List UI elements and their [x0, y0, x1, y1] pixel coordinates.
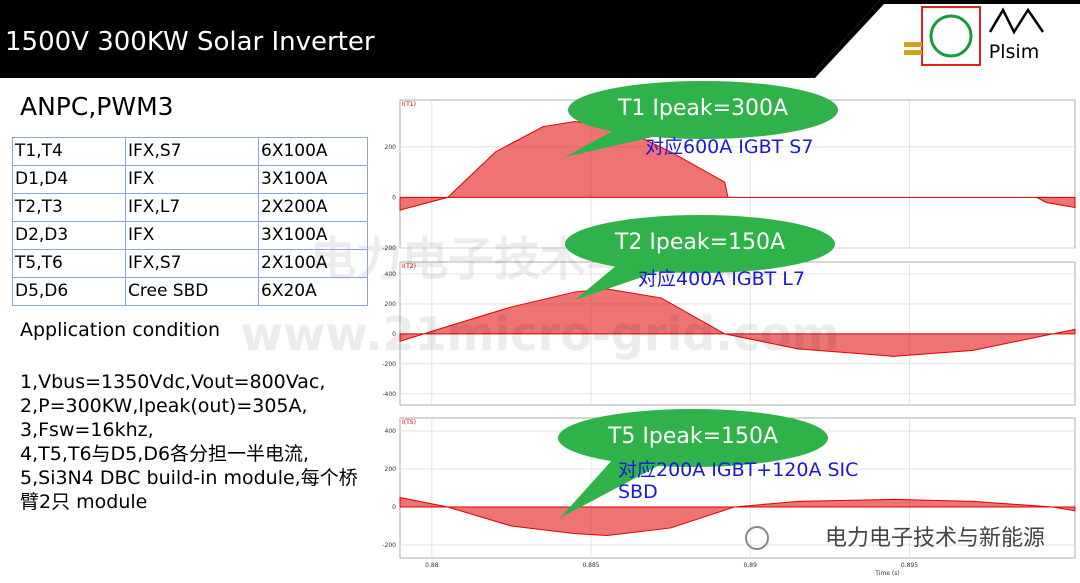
y-tick-label: -200	[382, 245, 396, 252]
waveform	[399, 288, 1076, 357]
y-tick-label: 400	[385, 428, 397, 435]
x-tick-label: 0.895	[901, 562, 918, 569]
y-tick-label: 400	[385, 271, 397, 278]
app-heading: Application condition	[20, 319, 221, 341]
table-row: D2,D3 IFX 3X100A	[12, 221, 368, 250]
callout-bubble	[568, 81, 838, 139]
table-cell: D1,D4	[12, 165, 126, 194]
waveform	[399, 120, 1076, 211]
table-row: T2,T3 IFX,L7 2X200A	[12, 193, 368, 222]
app-line: 2,P=300KW,Ipeak(out)=305A,	[20, 395, 308, 417]
callout-text: T5 Ipeak=150A	[607, 424, 779, 449]
table-cell: 3X100A	[258, 165, 368, 194]
table-cell: IFX	[125, 165, 259, 194]
plot-title: I(T5)	[402, 419, 416, 426]
table-cell: 3X100A	[258, 221, 368, 250]
logo-mark	[988, 7, 1045, 35]
slide-title: 1500V 300KW Solar Inverter	[5, 27, 375, 57]
app-line: 5,Si3N4 DBC build-in module,每个桥臂2只 modul…	[20, 467, 358, 513]
y-tick-label: 200	[385, 144, 397, 151]
logo-pin	[904, 50, 922, 55]
table-cell: T2,T3	[12, 193, 126, 222]
callout-text: T2 Ipeak=150A	[614, 230, 786, 255]
callout-bubble	[558, 409, 828, 467]
x-tick-label: 0.88	[425, 562, 439, 569]
annotation: 对应400A IGBT L7	[638, 268, 805, 290]
logo-pin	[904, 42, 922, 47]
plot-title: I(T1)	[402, 101, 416, 108]
y-tick-label: -200	[382, 361, 396, 368]
table-cell: IFX,S7	[125, 137, 259, 166]
table-cell: 2X100A	[258, 249, 368, 278]
table-cell: 6X100A	[258, 137, 368, 166]
table-cell: IFX,L7	[125, 193, 259, 222]
app-lines: 1,Vbus=1350Vdc,Vout=800Vac, 2,P=300KW,Ipe…	[20, 370, 360, 514]
annotation: 对应600A IGBT S7	[645, 136, 814, 158]
x-tick-label: 0.89	[744, 562, 758, 569]
callout-bubble	[565, 215, 835, 273]
y-tick-label: 200	[385, 466, 397, 473]
table-row: D1,D4 IFX 3X100A	[12, 165, 368, 194]
y-tick-label: -400	[382, 391, 396, 398]
y-tick-label: 200	[385, 301, 397, 308]
plots: -200 0 200 I(T1) -400 -200 0 200 400 I(T2) -200 0 20…	[382, 99, 1076, 577]
y-tick-label: 0	[392, 194, 396, 201]
logo-text: Plsim	[989, 41, 1039, 63]
callout-text: T1 Ipeak=300A	[617, 96, 789, 121]
app-line: 4,T5,T6与D5,D6各分担一半电流,	[20, 443, 310, 465]
waveform	[399, 496, 1076, 537]
watermark: www.21micro-grid.com	[241, 307, 840, 361]
table-cell: IFX,S7	[125, 249, 259, 278]
table-cell: Cree SBD	[125, 277, 259, 306]
table-row: D5,D6 Cree SBD 6X20A	[12, 277, 368, 306]
plot-title: I(T2)	[402, 263, 416, 270]
x-tick-label: 0.885	[582, 562, 599, 569]
logo-icon	[929, 14, 973, 58]
table-cell: 6X20A	[258, 277, 368, 306]
table-cell: 2X200A	[258, 193, 368, 222]
spec-table: T1,T4 IFX,S7 6X100A D1,D4 IFX 3X100A T2,T3 IFX,…	[12, 137, 368, 306]
annotation: 对应200A IGBT+120A SIC SBD	[618, 459, 859, 503]
footer-icon	[745, 526, 769, 550]
table-cell: D2,D3	[12, 221, 126, 250]
callouts	[558, 81, 838, 518]
footer-text: 电力电子技术与新能源	[825, 526, 1045, 551]
subtitle: ANPC,PWM3	[20, 92, 174, 121]
y-tick-label: -200	[382, 542, 396, 549]
table-cell: T1,T4	[12, 137, 126, 166]
app-line: 3,Fsw=16khz,	[20, 419, 154, 441]
header-bar	[0, 0, 880, 78]
table-row: T1,T4 IFX,S7 6X100A	[12, 137, 368, 166]
table-cell: IFX	[125, 221, 259, 250]
callout-tail	[560, 448, 673, 518]
table-cell: T5,T6	[12, 249, 126, 278]
x-axis-label: Time (s)	[874, 570, 899, 577]
table-row: T5,T6 IFX,S7 2X100A	[12, 249, 368, 278]
y-tick-label: 0	[392, 504, 396, 511]
app-line: 1,Vbus=1350Vdc,Vout=800Vac,	[20, 371, 326, 393]
table-cell: D5,D6	[12, 277, 126, 306]
y-tick-label: 0	[392, 331, 396, 338]
